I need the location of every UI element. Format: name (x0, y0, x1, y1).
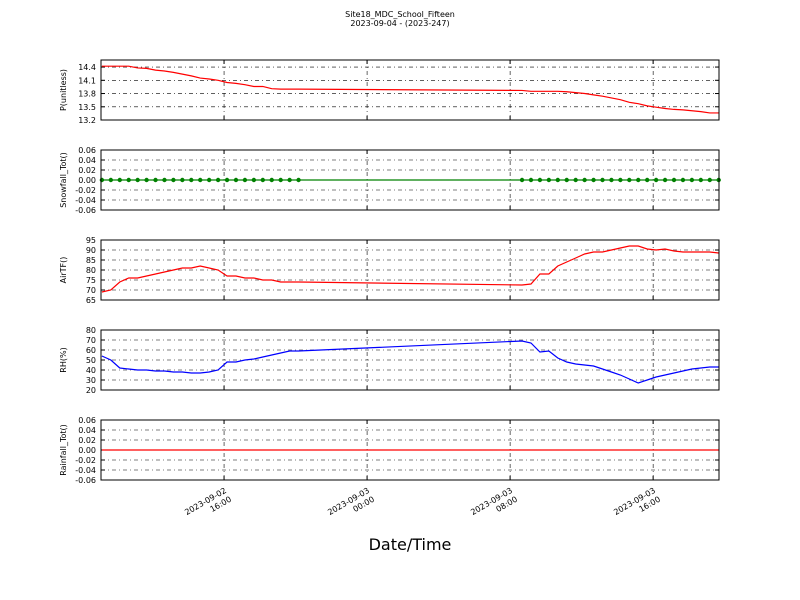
y-tick-label: 70 (86, 286, 96, 295)
axes-frame (100, 59, 720, 121)
y-tick-label: 0.06 (78, 146, 96, 155)
marker (153, 177, 158, 183)
marker (233, 177, 239, 183)
y-tick-label: 65 (86, 296, 96, 305)
marker (99, 177, 105, 183)
marker (206, 177, 212, 183)
y-tick-label: 0.04 (78, 426, 96, 435)
marker (117, 177, 122, 183)
marker (680, 177, 686, 183)
marker (171, 177, 176, 183)
line (101, 340, 719, 384)
y-tick-label: -0.06 (75, 206, 96, 215)
marker (198, 177, 203, 183)
y-tick-label: -0.04 (75, 466, 96, 475)
marker (180, 177, 185, 183)
marker (698, 177, 704, 183)
axes-frame (100, 149, 720, 211)
marker (546, 177, 552, 183)
marker (162, 177, 167, 183)
y-axis-label: AirTF() (59, 257, 68, 284)
y-tick-label: 85 (86, 256, 96, 265)
y-tick-label: -0.06 (75, 476, 96, 485)
marker (636, 177, 641, 183)
marker (215, 177, 221, 183)
y-tick-label: 0.04 (78, 156, 96, 165)
marker (108, 177, 114, 183)
marker (609, 177, 614, 183)
marker (144, 177, 149, 183)
y-tick-label: -0.02 (75, 186, 96, 195)
y-axis-label: P(unitless) (59, 69, 68, 111)
marker (135, 177, 140, 183)
marker (189, 177, 194, 183)
y-tick-label: 13.2 (78, 116, 96, 125)
marker (564, 177, 569, 183)
y-tick-label: 60 (86, 346, 96, 355)
y-tick-label: 75 (86, 276, 96, 285)
y-axis-label: RH(%) (59, 347, 68, 372)
marker (644, 177, 650, 183)
y-tick-label: 30 (86, 376, 96, 385)
marker (573, 177, 578, 183)
marker (600, 177, 605, 183)
marker (519, 177, 525, 183)
axes-frame (100, 239, 720, 301)
x-axis-label: Date/Time (369, 535, 452, 554)
marker (537, 177, 543, 183)
marker (224, 177, 230, 183)
y-tick-label: 50 (86, 356, 96, 365)
y-tick-label: 80 (86, 266, 96, 275)
y-tick-label: -0.02 (75, 456, 96, 465)
y-tick-label: 13.8 (78, 90, 96, 99)
marker (618, 177, 623, 183)
marker (707, 177, 712, 183)
marker (662, 177, 668, 183)
line (101, 65, 719, 114)
y-tick-label: 14.1 (78, 76, 96, 85)
y-tick-label: 0.02 (78, 436, 96, 445)
y-tick-label: 95 (86, 236, 96, 245)
y-tick-label: 0.00 (78, 446, 96, 455)
line (101, 245, 719, 293)
y-tick-label: 14.4 (78, 63, 96, 72)
y-tick-label: 70 (86, 336, 96, 345)
marker (627, 177, 632, 183)
y-tick-label: 20 (86, 386, 96, 395)
marker (528, 177, 534, 183)
y-tick-label: 90 (86, 246, 96, 255)
axes-frame (100, 329, 720, 391)
marker (689, 177, 695, 183)
marker (555, 177, 560, 183)
y-tick-label: 0.02 (78, 166, 96, 175)
marker (582, 177, 587, 183)
y-tick-label: 40 (86, 366, 96, 375)
marker (671, 177, 677, 183)
chart-subtitle: 2023-09-04 - (2023-247) (350, 19, 449, 28)
marker (591, 177, 596, 183)
y-tick-label: 0.06 (78, 416, 96, 425)
marker (287, 177, 292, 183)
y-axis-label: Rainfall_Tot() (59, 424, 68, 476)
marker (260, 177, 266, 183)
axes-frame (100, 419, 720, 481)
marker (242, 177, 248, 183)
marker (278, 177, 283, 183)
marker (269, 177, 274, 183)
marker (251, 177, 257, 183)
marker (296, 177, 301, 183)
marker (126, 177, 131, 183)
y-tick-label: 80 (86, 326, 96, 335)
y-tick-label: 0.00 (78, 176, 96, 185)
marker (653, 177, 659, 183)
chart-title: Site18_MDC_School_Fifteen (345, 10, 455, 19)
y-tick-label: -0.04 (75, 196, 96, 205)
y-tick-label: 13.5 (78, 103, 96, 112)
y-axis-label: Snowfall_Tot() (59, 152, 68, 208)
